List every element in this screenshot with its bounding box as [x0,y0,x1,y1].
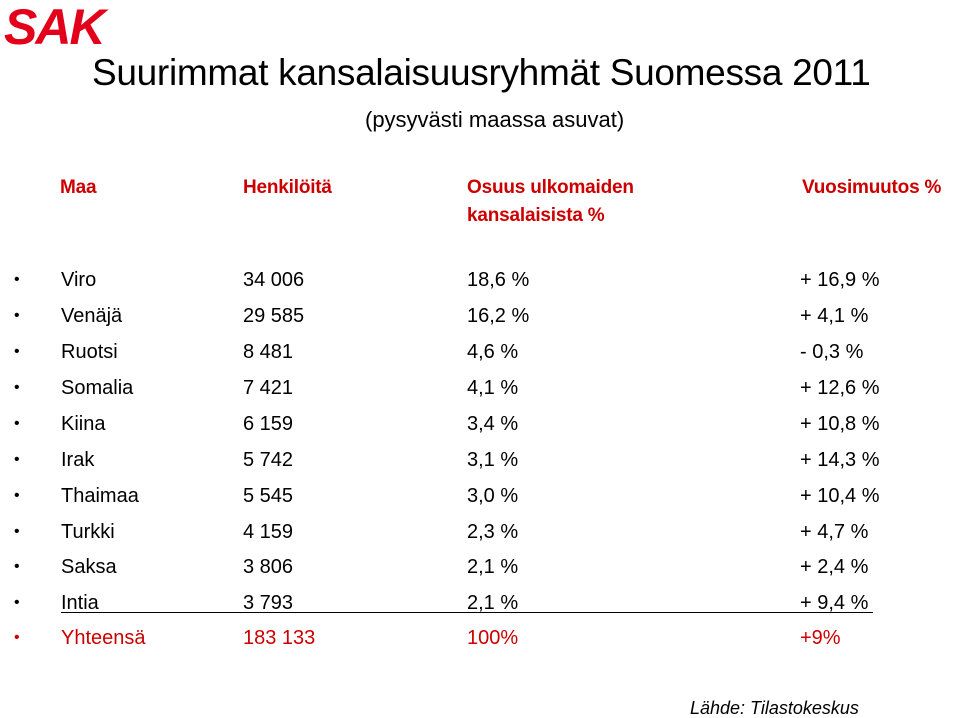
cell-share: 2,1 % [467,592,519,614]
cell-country: Irak [61,449,95,471]
sak-logo: SAK [4,0,120,52]
page-subtitle: (pysyvästi maassa asuvat) [365,107,625,132]
table-row: • Kiina 6 159 3,4 % + 10,8 % [0,406,960,442]
cell-change: + 10,8 % [800,413,880,435]
cell-country: Kiina [61,413,106,435]
cell-persons: 5 545 [243,485,294,507]
cell-persons: 183 133 [243,627,316,649]
cell-persons: 34 006 [243,269,305,291]
cell-change: + 10,4 % [800,485,880,507]
source-note: Lähde: Tilastokeskus [690,698,859,718]
column-header-country: Maa [60,177,97,198]
cell-persons: 3 806 [243,556,294,578]
cell-share: 18,6 % [467,269,530,291]
cell-persons: 8 481 [243,341,294,363]
table-row: • Ruotsi 8 481 4,6 % - 0,3 % [0,334,960,370]
column-header-change: Vuosimuutos % [802,177,942,198]
bullet-icon: • [14,629,20,646]
cell-share: 3,0 % [467,485,519,507]
cell-persons: 6 159 [243,413,294,435]
cell-change: + 16,9 % [800,269,880,291]
table-row: • Somalia 7 421 4,1 % + 12,6 % [0,370,960,406]
cell-change: + 14,3 % [800,449,880,471]
cell-country: Viro [61,269,97,291]
cell-share: 16,2 % [467,305,530,327]
table-row: • Viro 34 006 18,6 % + 16,9 % [0,262,960,298]
bullet-icon: • [14,379,20,396]
table-row-total: • Yhteensä 183 133 100% +9% [0,620,960,656]
cell-share: 100% [467,627,519,649]
bullet-icon: • [14,558,20,575]
cell-persons: 3 793 [243,592,294,614]
cell-persons: 7 421 [243,377,294,399]
column-header-share: Osuus ulkomaiden kansalaisista % [467,174,634,230]
column-header-share-line2: kansalaisista % [467,205,605,226]
cell-country: Turkki [61,521,115,543]
cell-country: Saksa [61,556,117,578]
cell-share: 4,6 % [467,341,519,363]
cell-persons: 4 159 [243,521,294,543]
sak-logo-graphic: SAK [4,0,111,52]
cell-persons: 5 742 [243,449,294,471]
column-header-share-line1: Osuus ulkomaiden [467,177,634,198]
total-separator-line [61,612,873,613]
bullet-icon: • [14,415,20,432]
table-row: • Intia 3 793 2,1 % + 9,4 % [0,585,960,621]
cell-change: + 12,6 % [800,377,880,399]
bullet-icon: • [14,594,20,611]
svg-text:SAK: SAK [4,0,109,52]
cell-country: Ruotsi [61,341,118,363]
cell-change: + 9,4 % [800,592,869,614]
cell-persons: 29 585 [243,305,305,327]
cell-change: +9% [800,627,841,649]
table-row: • Turkki 4 159 2,3 % + 4,7 % [0,514,960,550]
bullet-icon: • [14,487,20,504]
cell-change: + 2,4 % [800,556,869,578]
table-row: • Irak 5 742 3,1 % + 14,3 % [0,442,960,478]
cell-share: 2,1 % [467,556,519,578]
cell-share: 3,1 % [467,449,519,471]
bullet-icon: • [14,451,20,468]
table-row: • Venäjä 29 585 16,2 % + 4,1 % [0,298,960,334]
bullet-icon: • [14,307,20,324]
cell-country: Somalia [61,377,134,399]
table-row: • Saksa 3 806 2,1 % + 2,4 % [0,549,960,585]
cell-change: - 0,3 % [800,341,864,363]
cell-change: + 4,1 % [800,305,869,327]
cell-share: 4,1 % [467,377,519,399]
cell-country: Thaimaa [61,485,139,507]
bullet-icon: • [14,271,20,288]
cell-change: + 4,7 % [800,521,869,543]
table-row: • Thaimaa 5 545 3,0 % + 10,4 % [0,478,960,514]
cell-country: Intia [61,592,99,614]
bullet-icon: • [14,343,20,360]
cell-share: 3,4 % [467,413,519,435]
cell-country: Yhteensä [61,627,146,649]
column-header-persons: Henkilöitä [243,177,332,198]
bullet-icon: • [14,523,20,540]
cell-country: Venäjä [61,305,123,327]
page-title: Suurimmat kansalaisuusryhmät Suomessa 20… [92,52,871,93]
cell-share: 2,3 % [467,521,519,543]
